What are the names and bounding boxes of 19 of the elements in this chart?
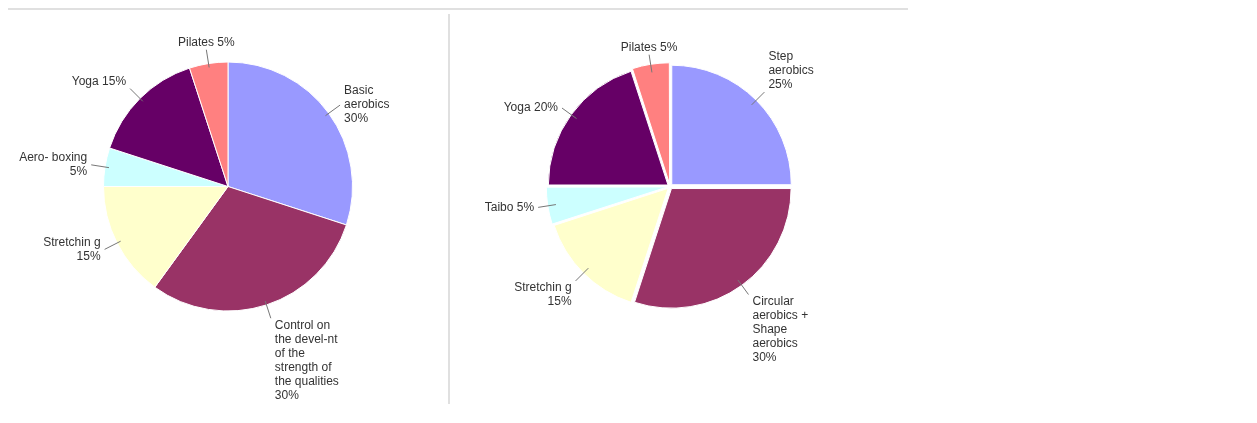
slice-label: Taibo 5% [484,199,535,214]
data-label: 15% [547,294,572,309]
data-label: 30% [752,349,777,364]
slice-label: Stretchin g [43,234,101,249]
data-label: 15% [76,248,101,263]
slice-label: Stretchin g [514,280,572,295]
slice-label: Control on the devel-nt of the strength of the qualities [274,317,339,388]
slice-label: Circular aerobics + Shape aerobics [752,293,809,350]
slice-label: Aero- boxing [19,150,88,165]
data-label: 30% [344,111,369,126]
slice-label: Yoga 20% [503,100,559,115]
slice-label: Pilates 5% [620,39,678,54]
data-label: 30% [274,387,300,402]
data-label: 5% [69,164,88,179]
slice-label: Pilates 5% [177,35,236,50]
slice-label: Step aerobics [768,49,814,78]
slice-label: Basic aerobics [344,83,390,112]
slice-label: Yoga 15% [71,73,127,88]
data-label: 25% [768,77,793,92]
